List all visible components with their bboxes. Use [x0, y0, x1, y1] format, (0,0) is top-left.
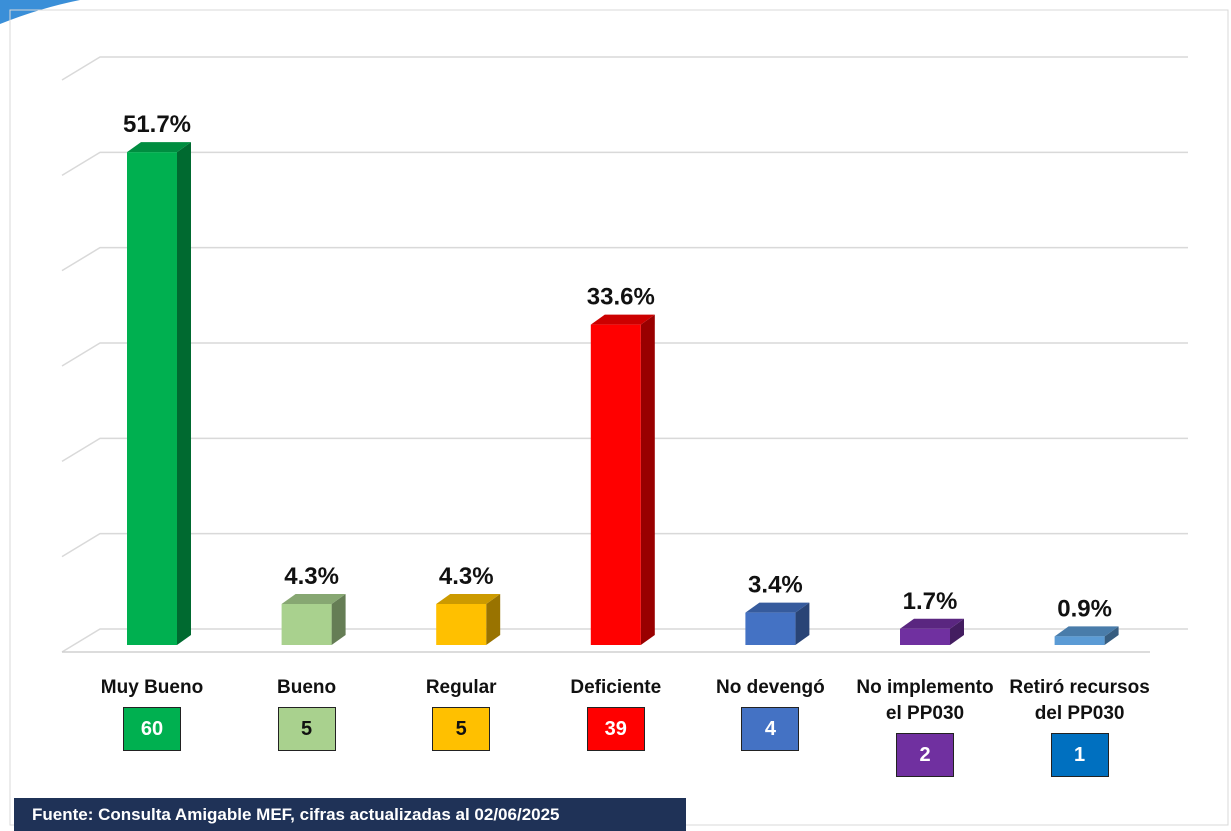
bar [900, 618, 964, 645]
count-box: 60 [123, 707, 181, 751]
bar-face [281, 604, 332, 645]
grid-line [61, 628, 1188, 653]
bar-face [436, 594, 501, 605]
category-group: No implemento el PP030 2 [850, 675, 1000, 777]
count-box: 5 [277, 707, 336, 751]
bar-face [1054, 626, 1119, 637]
count-box: 2 [896, 733, 954, 777]
x-tick-label: Retiró recursos del PP030 [1009, 677, 1150, 724]
bar-face [745, 602, 810, 613]
bar-face [950, 618, 964, 645]
value-label: 3.4% [748, 572, 803, 599]
category-group: Deficiente 39 [541, 675, 691, 751]
corner-decoration [0, 0, 80, 24]
bar [745, 602, 810, 645]
value-label: 51.7% [123, 111, 191, 138]
bar [1054, 626, 1119, 645]
bar [590, 314, 655, 645]
count-box: 39 [586, 707, 645, 751]
bar-face [590, 324, 641, 645]
value-label: 33.6% [587, 284, 655, 311]
bar-face [436, 604, 487, 645]
bar-face [900, 628, 950, 645]
bar [281, 594, 346, 645]
category-group: No devengó 4 [695, 675, 845, 751]
x-tick-label: Deficiente [570, 677, 662, 698]
x-tick-label: No devengó [716, 677, 825, 698]
grid-line [61, 342, 1188, 367]
x-tick-label: No implemento el PP030 [856, 677, 994, 724]
count-box: 4 [741, 707, 800, 751]
bar-face [590, 314, 655, 325]
bar-face [745, 612, 796, 645]
value-label: 0.9% [1057, 595, 1112, 622]
value-label: 4.3% [439, 563, 494, 590]
bar-face [127, 152, 177, 646]
bar-face [640, 314, 655, 645]
bar-face [177, 142, 191, 646]
bar [436, 594, 501, 645]
bar-face [900, 618, 964, 629]
bar [127, 142, 191, 646]
bar-face [486, 594, 501, 645]
category-group: Regular 5 [386, 675, 536, 751]
x-tick-label: Bueno [277, 677, 337, 698]
bar-face [281, 594, 346, 605]
x-tick-label: Regular [425, 677, 497, 698]
count-box: 5 [432, 707, 491, 751]
grid-line [61, 151, 1188, 176]
category-group: Retiró recursos del PP030 1 [1005, 675, 1155, 777]
bar-face [1054, 636, 1105, 645]
value-label: 4.3% [284, 563, 339, 590]
grid-line [61, 56, 1188, 81]
source-note: Fuente: Consulta Amigable MEF, cifras ac… [14, 798, 686, 831]
x-tick-label: Muy Bueno [100, 677, 204, 698]
value-label: 1.7% [903, 588, 958, 615]
bar-face [1104, 626, 1119, 645]
bar-face [331, 594, 346, 645]
bar-face [795, 602, 810, 645]
grid-line [61, 246, 1188, 272]
grid-line [61, 437, 1188, 462]
category-group: Muy Bueno 60 [77, 675, 227, 751]
category-group: Bueno 5 [232, 675, 382, 751]
bar-face [127, 142, 191, 153]
count-box: 1 [1050, 733, 1109, 777]
grid-line [61, 532, 1188, 558]
